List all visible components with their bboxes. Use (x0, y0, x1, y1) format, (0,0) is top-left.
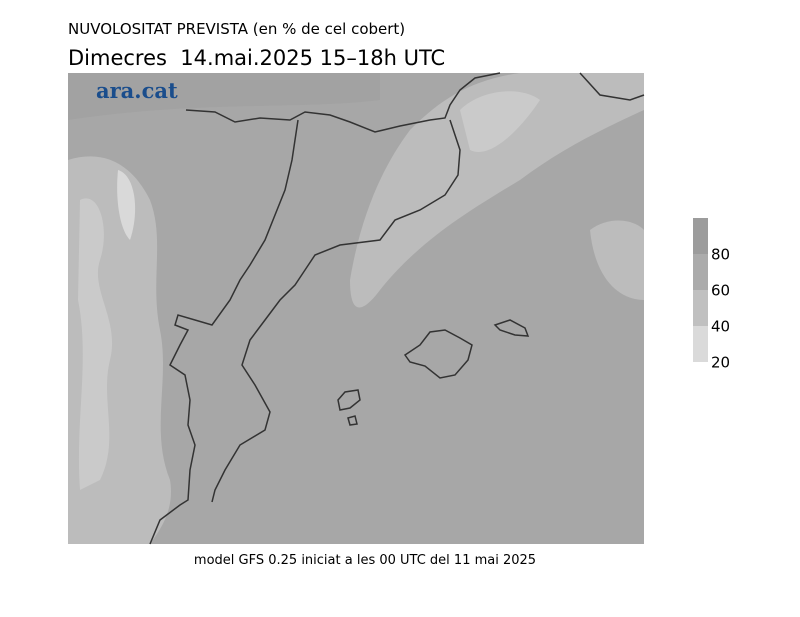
legend-label: 20 (711, 354, 730, 372)
color-legend: 80 60 40 20 (693, 218, 730, 372)
legend-label: 40 (711, 318, 730, 336)
border-line (185, 72, 501, 133)
subtitle: Dimecres 14.mai.2025 15–18h UTC (68, 46, 445, 70)
cloud-area (350, 73, 644, 308)
cloud-area (78, 198, 113, 490)
coastline (211, 119, 461, 503)
island-formentera (347, 415, 358, 426)
map: ara.cat (68, 72, 645, 545)
footer: model GFS 0.25 iniciat a les 00 UTC del … (194, 553, 536, 568)
legend-label: 80 (711, 246, 730, 264)
cloud-area (68, 73, 380, 120)
legend-swatch (693, 290, 708, 326)
title: NUVOLOSITAT PREVISTA (en % de cel cobert… (68, 20, 405, 38)
border-line (149, 119, 299, 545)
border-line (579, 72, 645, 101)
legend-swatch (693, 326, 708, 362)
cloud-area (590, 220, 644, 300)
cloud-area (460, 91, 540, 152)
legend-label: 60 (711, 282, 730, 300)
cloud-area (117, 170, 136, 240)
island-eivissa (337, 389, 361, 411)
legend-swatch (693, 254, 708, 290)
logo: ara.cat (96, 78, 178, 103)
legend-swatch (693, 218, 708, 254)
island-menorca (493, 319, 530, 337)
island-mallorca (403, 329, 473, 379)
